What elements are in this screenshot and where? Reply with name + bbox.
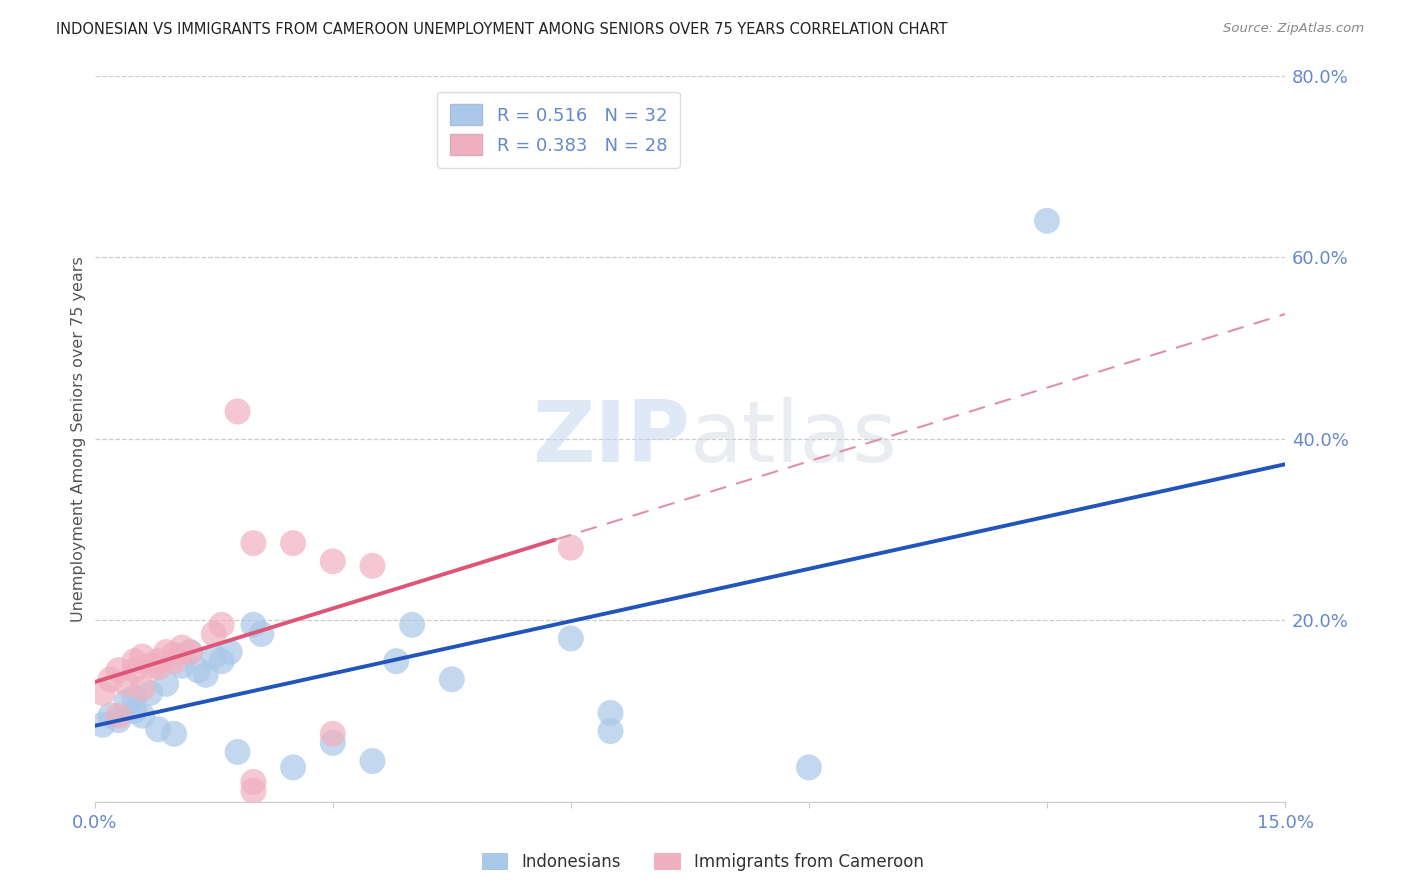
Point — [100, 673, 122, 687]
Point — [242, 775, 264, 789]
Point — [155, 677, 177, 691]
Point — [170, 658, 193, 673]
Point — [322, 736, 344, 750]
Point — [202, 649, 225, 664]
Point — [163, 654, 186, 668]
Point — [148, 660, 170, 674]
Point — [226, 745, 249, 759]
Point — [797, 760, 820, 774]
Text: Source: ZipAtlas.com: Source: ZipAtlas.com — [1223, 22, 1364, 36]
Text: ZIP: ZIP — [531, 397, 690, 480]
Point — [131, 708, 153, 723]
Point — [107, 713, 129, 727]
Point — [440, 673, 463, 687]
Point — [139, 686, 162, 700]
Point — [599, 724, 621, 739]
Point — [163, 727, 186, 741]
Point — [281, 536, 304, 550]
Point — [91, 686, 114, 700]
Point — [361, 754, 384, 768]
Point — [107, 663, 129, 677]
Point — [155, 645, 177, 659]
Point — [179, 645, 201, 659]
Point — [250, 627, 273, 641]
Point — [124, 690, 146, 705]
Point — [560, 632, 582, 646]
Point — [100, 708, 122, 723]
Text: atlas: atlas — [690, 397, 898, 480]
Text: INDONESIAN VS IMMIGRANTS FROM CAMEROON UNEMPLOYMENT AMONG SENIORS OVER 75 YEARS : INDONESIAN VS IMMIGRANTS FROM CAMEROON U… — [56, 22, 948, 37]
Point — [131, 681, 153, 696]
Point — [322, 554, 344, 568]
Point — [148, 723, 170, 737]
Point — [139, 658, 162, 673]
Point — [170, 640, 193, 655]
Point — [322, 727, 344, 741]
Point — [179, 645, 201, 659]
Point — [361, 558, 384, 573]
Legend: R = 0.516   N = 32, R = 0.383   N = 28: R = 0.516 N = 32, R = 0.383 N = 28 — [437, 92, 679, 168]
Point — [560, 541, 582, 555]
Point — [599, 706, 621, 720]
Point — [281, 760, 304, 774]
Point — [226, 404, 249, 418]
Point — [91, 717, 114, 731]
Point — [115, 677, 138, 691]
Point — [1036, 214, 1059, 228]
Point — [202, 627, 225, 641]
Point — [163, 648, 186, 662]
Point — [115, 695, 138, 709]
Point — [242, 784, 264, 798]
Point — [148, 654, 170, 668]
Point — [107, 708, 129, 723]
Point — [211, 654, 233, 668]
Point — [401, 617, 423, 632]
Point — [124, 704, 146, 718]
Point — [124, 654, 146, 668]
Point — [242, 536, 264, 550]
Point — [131, 649, 153, 664]
Point — [385, 654, 408, 668]
Point — [218, 645, 240, 659]
Legend: Indonesians, Immigrants from Cameroon: Indonesians, Immigrants from Cameroon — [474, 845, 932, 880]
Point — [194, 667, 217, 681]
Point — [187, 663, 209, 677]
Y-axis label: Unemployment Among Seniors over 75 years: Unemployment Among Seniors over 75 years — [72, 256, 86, 622]
Point — [211, 617, 233, 632]
Point — [124, 663, 146, 677]
Point — [242, 617, 264, 632]
